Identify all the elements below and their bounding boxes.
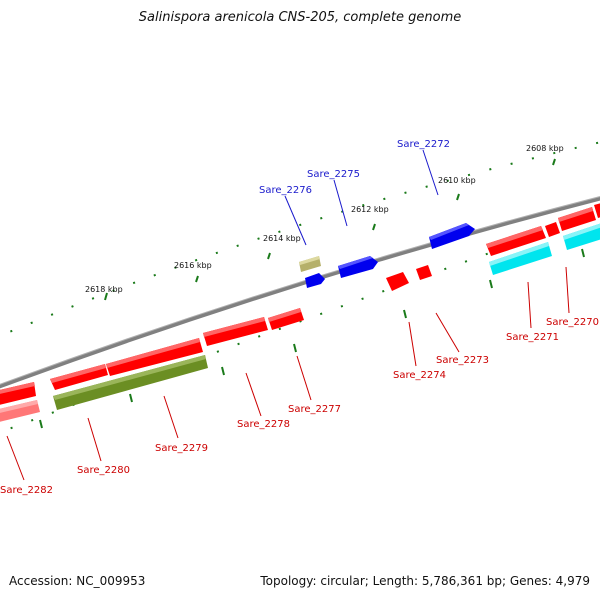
gene-feature [305,273,325,288]
gene-label: Sare_2271 [506,332,559,343]
gene-feature [386,272,409,291]
gene-feature [429,223,475,249]
kbp-label: 2610 kbp [438,176,476,185]
inner-major-ticks [39,248,585,429]
leader-line [245,372,262,417]
gene-feature [53,355,208,410]
gene-label: Sare_2278 [237,419,290,430]
forward-genes [299,223,475,288]
gene-label: Sare_2274 [393,370,446,381]
gene-label: Sare_2276 [259,185,312,196]
leader-line [527,281,532,329]
leader-line [87,417,102,462]
gene-feature [486,226,546,256]
gene-label: Sare_2272 [397,139,450,150]
gene-label: Sare_2270 [546,317,599,328]
kbp-label: 2618 kbp [85,285,123,294]
accession-text: Accession: NC_009953 [9,574,146,588]
gene-feature [563,223,600,250]
genome-summary-text: Topology: circular; Length: 5,786,361 bp… [260,574,590,588]
gene-feature [594,203,600,218]
gene-label: Sare_2280 [77,465,130,476]
gene-label: Sare_2277 [288,404,341,415]
map-title: Salinispora arenicola CNS-205, complete … [138,10,462,25]
leader-line [565,266,570,314]
gene-feature [0,400,40,422]
leader-line [435,312,460,353]
gene-feature [0,382,36,405]
gene-feature [50,364,108,390]
kbp-label: 2616 kbp [174,261,212,270]
gene-feature [558,207,596,231]
genome-backbone [0,196,600,389]
gene-label: Sare_2273 [436,355,489,366]
outer-major-ticks [104,158,556,301]
leader-line [333,179,348,227]
gene-feature [268,308,304,330]
leader-line [163,395,179,439]
leader-line [408,321,417,367]
gene-feature [489,242,552,275]
gene-feature [545,222,560,237]
gene-feature [299,256,321,272]
kbp-label: 2608 kbp [526,144,564,153]
leader-line [284,195,307,246]
gene-feature [416,265,432,280]
gene-label: Sare_2279 [155,443,208,454]
gene-label: Sare_2275 [307,169,360,180]
kbp-label: 2614 kbp [263,234,301,243]
gene-label: Sare_2282 [0,485,53,496]
kbp-label: 2612 kbp [351,205,389,214]
gene-feature [203,317,268,346]
reverse-genes [0,203,600,422]
gene-feature [106,338,203,376]
leader-line [6,435,25,481]
inner-tick-track [0,212,600,434]
outer-tick-track [0,141,600,337]
gene-feature [338,256,378,278]
leader-line [422,149,439,196]
leader-line [296,355,312,401]
